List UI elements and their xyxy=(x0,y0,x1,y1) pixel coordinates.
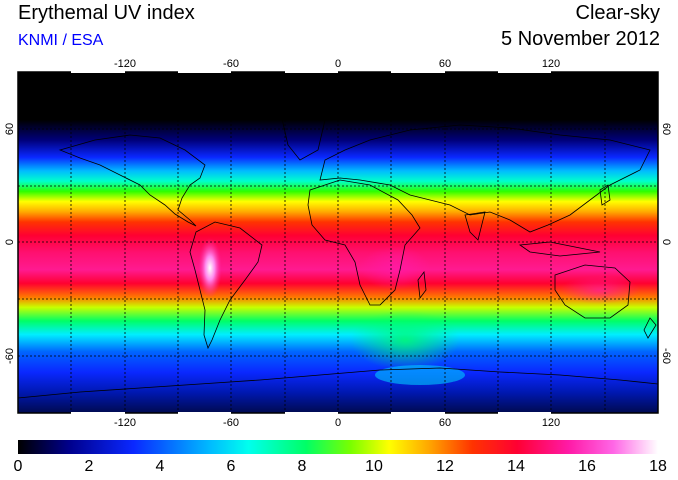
colorbar-label: 2 xyxy=(84,458,94,475)
colorbar-label: 4 xyxy=(155,458,165,475)
top-lon-label: -120 xyxy=(114,58,136,70)
south-atlantic-green xyxy=(350,310,460,370)
top-lon-label: 60 xyxy=(439,58,451,70)
colorbar-label: 6 xyxy=(226,458,236,475)
source-label: KNMI / ESA xyxy=(18,32,104,49)
frame-ticks xyxy=(71,71,551,414)
colorbar-label: 18 xyxy=(649,458,667,475)
sky-condition: Clear-sky xyxy=(575,2,660,24)
top-lon-label: 120 xyxy=(542,58,560,70)
colorbar-label: 0 xyxy=(13,458,23,475)
left-lat-label: 60 xyxy=(4,123,16,135)
bottom-lon-label: -120 xyxy=(114,417,136,429)
antarctic-cyan xyxy=(375,365,465,385)
map-title: Erythemal UV index xyxy=(18,2,195,24)
right-lat-label: 0 xyxy=(660,239,672,245)
colorbar-label: 8 xyxy=(297,458,307,475)
colorbar-label: 16 xyxy=(578,458,596,475)
bottom-lon-label: 60 xyxy=(439,417,451,429)
right-lat-label: 60 xyxy=(660,123,672,135)
colorbar-label: 12 xyxy=(436,458,454,475)
andes-high-uv xyxy=(198,238,222,298)
top-lon-label: 0 xyxy=(335,58,341,70)
colorbar-label: 14 xyxy=(507,458,525,475)
left-lat-label: -60 xyxy=(4,348,16,364)
bottom-lon-label: 120 xyxy=(542,417,560,429)
colorbar-label: 10 xyxy=(365,458,383,475)
colorbar xyxy=(18,440,658,454)
graticule xyxy=(18,72,658,413)
bottom-lon-label: 0 xyxy=(335,417,341,429)
bottom-lon-label: -60 xyxy=(223,417,239,429)
map-date: 5 November 2012 xyxy=(501,28,660,50)
australia-high-uv xyxy=(560,276,640,304)
africa-high-uv xyxy=(360,246,430,290)
left-lat-label: 0 xyxy=(4,239,16,245)
top-lon-label: -60 xyxy=(223,58,239,70)
right-lat-label: -60 xyxy=(660,348,672,364)
